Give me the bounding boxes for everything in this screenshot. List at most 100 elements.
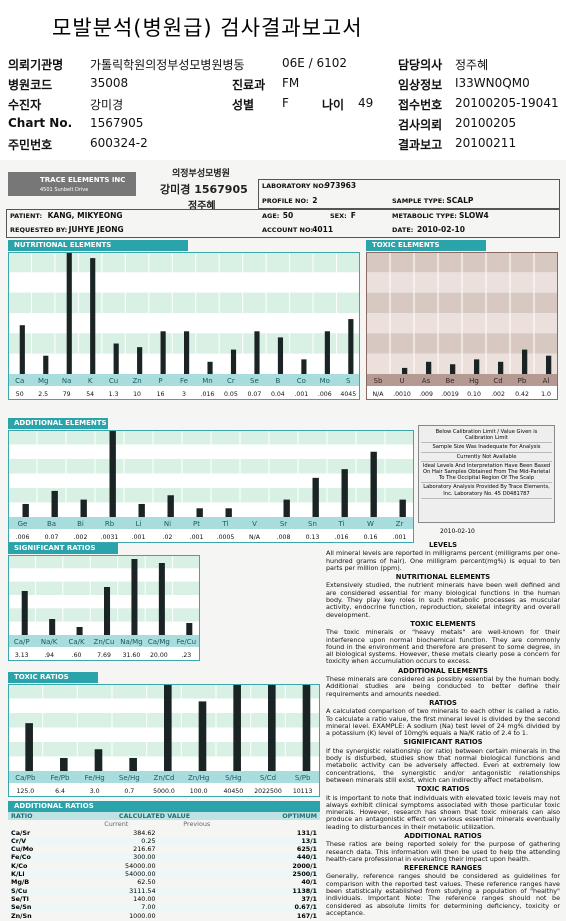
table-row: Se/Tl 140.00 37/1 <box>8 895 320 903</box>
element-value: 3.0 <box>90 788 100 795</box>
ratio-optimum: 37/1 <box>301 894 317 903</box>
element-value: 10 <box>133 391 141 398</box>
level-band <box>8 313 360 334</box>
bar <box>312 477 319 517</box>
lab-field-label: METABOLIC TYPE: <box>392 212 457 220</box>
element-value: 0.16 <box>364 534 378 541</box>
element-label: S/Hg <box>225 774 242 782</box>
ratio-name: Se/Sn <box>11 903 32 912</box>
ratio-previous <box>159 878 235 886</box>
bar-chart: Ge .006 Ba 0.07 Bi .002 Rb .0031 Li .001 Ni .02 Pt .0… <box>8 430 414 543</box>
element-label: S/Cd <box>260 774 276 782</box>
element-value: .009 <box>419 391 433 398</box>
bar-chart: Ca 50 Mg 2.5 Na 79 K 54 Cu 1.3 Zn 10 P 16 Fe 3 Mn .016 Cr 0… <box>8 252 360 400</box>
element-label: Ge <box>18 520 28 528</box>
element-label: Sr <box>280 520 287 528</box>
ratios-table: RATIO CALCULATED VALUE OPTIMUM Current Previ… <box>8 812 320 920</box>
element-label: As <box>422 377 431 385</box>
element-label: Ca/K <box>69 638 86 646</box>
note-heading: ADDITIONAL ELEMENTS <box>398 666 488 675</box>
legend-item: Ideal Levels And Interpretation Have Bee… <box>421 462 552 484</box>
field-value: 20100205-19041 <box>455 96 559 110</box>
element-label: Bi <box>77 520 84 528</box>
bar-chart: Ca/Pb 125.0 Fe/Pb 6.4 Fe/Hg 3.0 Se/Hg 0.7 Zn/Cd 5… <box>8 684 320 797</box>
ratio-optimum: 167/1 <box>296 911 317 920</box>
ratio-previous <box>159 837 235 845</box>
label-row <box>8 517 414 529</box>
element-label: Na <box>62 377 72 385</box>
note-text: These ratios are being reported solely f… <box>326 840 560 863</box>
lab-field-label: ACCOUNT NO: <box>262 226 314 234</box>
ratio-optimum: 131/1 <box>296 828 317 837</box>
bar <box>399 499 406 517</box>
ratio-optimum: 40/1 <box>301 878 317 887</box>
bar <box>19 325 25 374</box>
ratio-optimum: 1138/1 <box>292 886 317 895</box>
note-heading: TOXIC RATIOS <box>416 785 470 794</box>
table-row: S/Cu 3111.54 1138/1 <box>8 886 320 895</box>
element-label: W <box>367 520 374 528</box>
bar-chart: Ca/P 3.13 Na/K .94 Ca/K .60 Zn/Cu 7.69 Na/Mg 31.6… <box>8 555 200 661</box>
element-label: Zn/Cu <box>94 638 115 646</box>
ratio-name: Zn/Sn <box>11 911 32 920</box>
note-heading: REFERENCE RANGES <box>403 864 483 873</box>
ratio-previous <box>159 903 235 911</box>
field-label: 성별 <box>232 98 255 112</box>
spacer-cell <box>8 820 74 828</box>
table-row: Cr/V 0.25 13/1 <box>8 836 320 846</box>
bar <box>43 355 49 374</box>
section-title: TOXIC ELEMENTS <box>366 240 486 251</box>
element-value: 125.0 <box>16 788 34 795</box>
lab-field-value: JUHYE JEONG <box>68 225 124 234</box>
lab-field-label: PROFILE NO: <box>262 197 309 205</box>
bar <box>76 627 83 635</box>
element-value: 7.69 <box>97 652 111 659</box>
level-band <box>8 555 200 569</box>
bar <box>113 343 119 374</box>
bar <box>341 469 348 517</box>
bar <box>196 508 203 517</box>
element-value: 1.0 <box>541 391 551 398</box>
element-label: Cr <box>227 377 235 385</box>
lab-field-value: F <box>350 211 356 220</box>
element-value: .016 <box>201 391 215 398</box>
field-label: 주민번호 <box>8 138 53 152</box>
element-label: Tl <box>221 520 228 528</box>
lab-field-label: SAMPLE TYPE: <box>392 197 445 205</box>
column-header: RATIO <box>8 812 74 821</box>
element-label: Ba <box>47 520 56 528</box>
field-label: 수진자 <box>8 98 42 112</box>
element-label: Ti <box>337 520 344 528</box>
ratio-optimum: 2500/1 <box>292 870 317 879</box>
level-band <box>8 568 200 582</box>
element-label: Mo <box>320 377 330 385</box>
element-value: 79 <box>63 391 71 398</box>
element-value: .008 <box>277 534 291 541</box>
ratio-current: 7.00 <box>141 903 156 912</box>
ratio-current: 216.67 <box>133 845 156 854</box>
bar <box>207 361 213 374</box>
field-label: 병원코드 <box>8 78 53 92</box>
lab-field-value: 4011 <box>312 225 334 234</box>
chart-frame <box>366 252 558 400</box>
bar <box>402 367 408 374</box>
field-value: 06E / 6102 <box>282 56 348 70</box>
field-value: 1567905 <box>90 116 144 130</box>
bar <box>474 359 480 374</box>
field-label: 담당의사 <box>398 58 443 72</box>
note-heading: TOXIC ELEMENTS <box>410 619 476 628</box>
field-label: 임상정보 <box>398 78 443 92</box>
value-row <box>8 647 200 661</box>
lab-field-value: 50 <box>282 211 294 220</box>
ratio-name: Mg/B <box>11 878 30 887</box>
note-text: Extensively studied, the nutrient minera… <box>326 581 560 619</box>
column-header: CALCULATED VALUE <box>74 812 235 821</box>
field-value: 35008 <box>90 76 129 90</box>
element-label: Be <box>445 377 454 385</box>
bar <box>302 684 311 771</box>
lab-field-value: 2010-02-10 <box>417 225 465 234</box>
bar <box>25 723 33 771</box>
element-value: .60 <box>72 652 82 659</box>
element-label: V <box>252 520 257 528</box>
ratio-previous <box>159 912 235 920</box>
